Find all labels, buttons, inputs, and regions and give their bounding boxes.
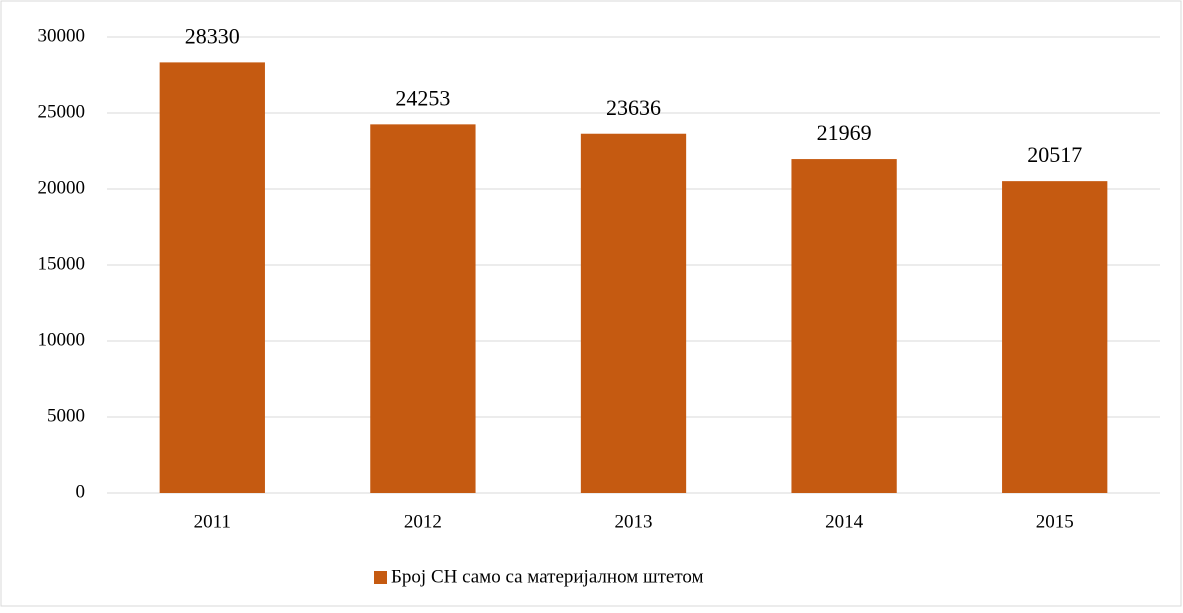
legend-label: Број СН само са материјалном штетом (391, 566, 704, 587)
bar (580, 133, 687, 494)
y-tick-label: 30000 (38, 25, 86, 46)
y-tick-label: 25000 (38, 101, 86, 122)
data-label: 28330 (185, 23, 240, 48)
x-tick-label: 2014 (825, 511, 864, 532)
x-tick-label: 2012 (404, 511, 442, 532)
data-label: 24253 (395, 85, 450, 110)
x-tick-label: 2011 (194, 511, 231, 532)
y-tick-label: 5000 (47, 405, 85, 426)
bar (791, 159, 897, 493)
y-tick-label: 10000 (38, 329, 86, 350)
x-tick-label: 2013 (615, 511, 653, 532)
bar (1002, 181, 1108, 493)
legend-swatch (374, 571, 387, 584)
data-label: 20517 (1027, 142, 1082, 167)
x-tick-label: 2015 (1036, 511, 1074, 532)
data-label: 21969 (817, 120, 872, 145)
y-tick-label: 0 (76, 481, 86, 502)
bar (159, 62, 265, 493)
y-tick-label: 20000 (38, 177, 86, 198)
bar (370, 124, 476, 493)
y-tick-label: 15000 (38, 253, 86, 274)
data-label: 23636 (606, 95, 661, 120)
